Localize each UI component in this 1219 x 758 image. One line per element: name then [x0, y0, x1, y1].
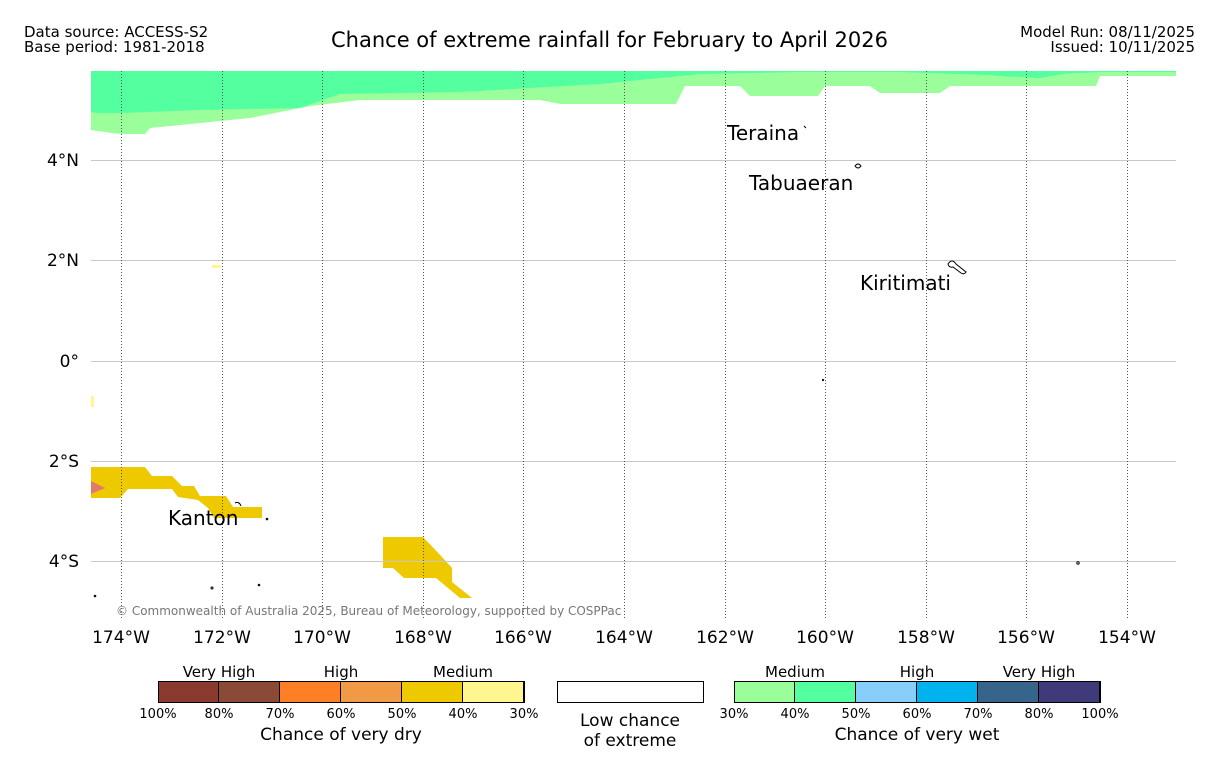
wet-category-high: High: [899, 663, 935, 681]
lat-label-equator: 0°: [59, 352, 79, 372]
dry-legend-title: Chance of very dry: [260, 725, 422, 745]
island-outlines: [93, 125, 1080, 598]
lon-label: 168°W: [394, 628, 452, 648]
place-label-kiritimati: Kiritimati: [860, 271, 951, 295]
wet-category-medium: Medium: [765, 663, 825, 681]
lon-label: 162°W: [696, 628, 754, 648]
lon-label: 160°W: [796, 628, 854, 648]
lon-label: 174°W: [92, 628, 150, 648]
place-label-tabuaeran: Tabuaeran: [749, 171, 854, 195]
wet-colorbar-swatch: [1039, 681, 1100, 702]
wet-colorbar-swatch: [795, 681, 856, 702]
wet-legend-title: Chance of very wet: [834, 725, 1000, 745]
dry-tick: 70%: [265, 707, 295, 722]
dry-colorbar-swatch: [402, 681, 463, 702]
dry-colorbar-frame: [158, 681, 525, 703]
kiritimati-island-shape: [947, 260, 967, 275]
lat-label-4s: 4°S: [48, 552, 79, 572]
dry-category-high: High: [323, 663, 359, 681]
copyright-notice: © Commonwealth of Australia 2025, Bureau…: [116, 604, 622, 618]
wet-colorbar-swatch: [856, 681, 917, 702]
dry-category-medium: Medium: [433, 663, 493, 681]
latitude-gridlines: [91, 160, 1176, 562]
wet-probability-region: [91, 71, 1176, 134]
wet-tick: 100%: [1081, 707, 1119, 722]
dry-tick: 40%: [448, 707, 478, 722]
tabuaeran-island-shape: [854, 163, 862, 169]
low-chance-label-line2: of extreme: [583, 731, 677, 751]
wet-category-very-high: Very High: [1002, 663, 1076, 681]
data-source-label: Data source: ACCESS-S2: [24, 23, 209, 41]
dry-tick: 50%: [387, 707, 417, 722]
place-label-kanton: Kanton: [168, 506, 239, 530]
lat-label-4n: 4°N: [46, 151, 79, 171]
dry-tick: 60%: [326, 707, 356, 722]
lon-label: 166°W: [494, 628, 552, 648]
wet-tick: 30%: [719, 707, 749, 722]
wet-tick: 80%: [1024, 707, 1054, 722]
wet-colorbar-swatch: [978, 681, 1039, 702]
kanton-island-shape: [234, 501, 242, 507]
teraina-island-shape: [803, 125, 807, 129]
dry-colorbar-swatch: [280, 681, 341, 702]
dry-tick: 100%: [139, 707, 177, 722]
wet-tick: 60%: [902, 707, 932, 722]
dry-colorbar-swatch: [463, 681, 524, 702]
dry-colorbar-swatch: [219, 681, 280, 702]
wet-tick: 70%: [963, 707, 993, 722]
dry-colorbar-swatch: [158, 681, 219, 702]
low-chance-label-line1: Low chance: [580, 711, 680, 731]
issued-label: Issued: 10/11/2025: [1050, 38, 1195, 56]
low-chance-swatch: [557, 681, 704, 703]
lon-label: 158°W: [897, 628, 955, 648]
lon-label: 156°W: [997, 628, 1055, 648]
longitude-gridlines: [121, 71, 1128, 620]
forecast-map: [91, 71, 1176, 620]
wet-colorbar-swatch: [734, 681, 795, 702]
lat-label-2s: 2°S: [48, 452, 79, 472]
lat-label-2n: 2°N: [46, 251, 79, 271]
wet-tick: 40%: [780, 707, 810, 722]
dry-tick: 30%: [509, 707, 539, 722]
dry-category-very-high: Very High: [182, 663, 256, 681]
lon-label: 170°W: [293, 628, 351, 648]
lon-label: 154°W: [1098, 628, 1156, 648]
dry-colorbar-swatch: [341, 681, 402, 702]
chart-title: Chance of extreme rainfall for February …: [331, 28, 888, 52]
dry-probability-region: [91, 265, 472, 598]
lon-label: 172°W: [193, 628, 251, 648]
wet-colorbar-swatch: [917, 681, 978, 702]
base-period-label: Base period: 1981-2018: [24, 38, 205, 56]
wet-colorbar-frame: [734, 681, 1101, 703]
lon-label: 164°W: [595, 628, 653, 648]
place-label-teraina: Teraina: [727, 121, 800, 145]
model-run-label: Model Run: 08/11/2025: [1020, 23, 1195, 41]
wet-tick: 50%: [841, 707, 871, 722]
dry-tick: 80%: [204, 707, 234, 722]
